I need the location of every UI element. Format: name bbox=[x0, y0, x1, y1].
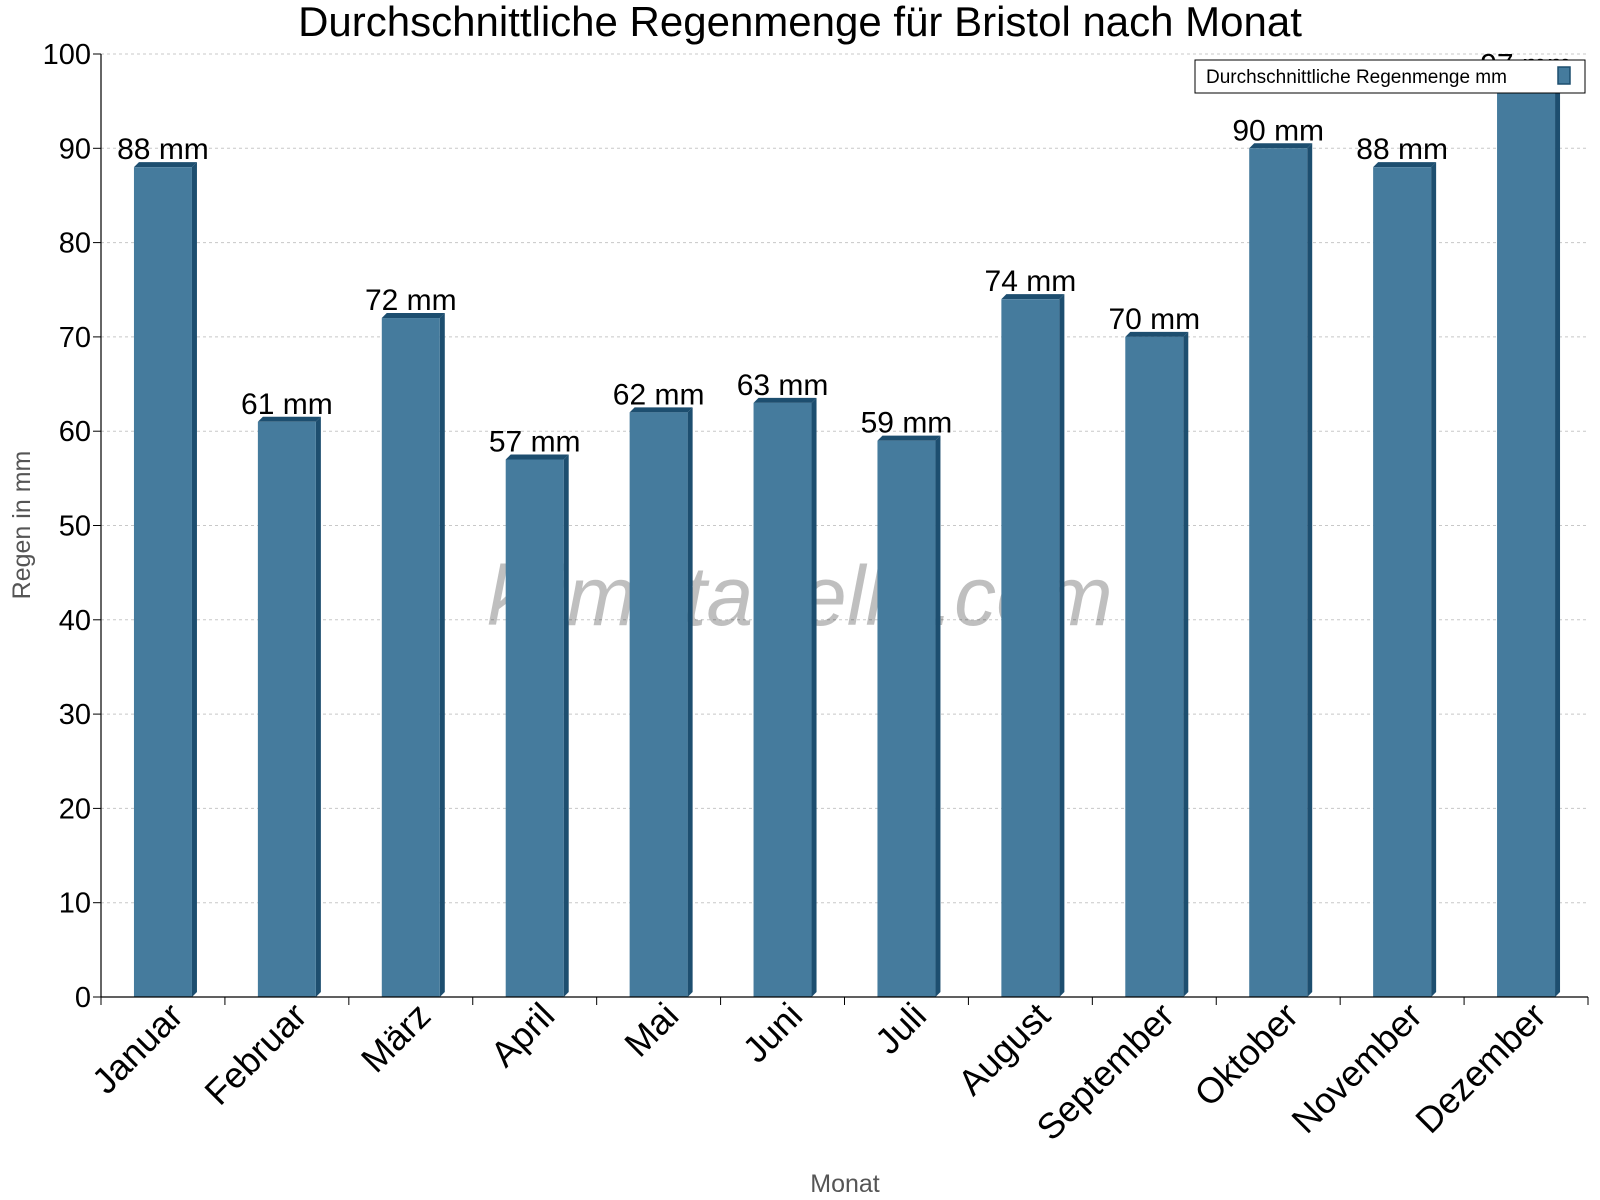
x-tick-label: Mai bbox=[616, 995, 686, 1065]
bar-februar bbox=[257, 416, 321, 997]
bar-side bbox=[1307, 143, 1313, 998]
bar-juni bbox=[753, 397, 817, 997]
data-label: 62 mm bbox=[613, 378, 705, 411]
y-tick-label: 30 bbox=[59, 699, 91, 731]
bar-face bbox=[1001, 299, 1060, 997]
bar-dezember bbox=[1497, 77, 1561, 998]
chart-title: Durchschnittliche Regenmenge für Bristol… bbox=[298, 0, 1302, 45]
axes bbox=[93, 53, 1589, 1005]
bar-side bbox=[935, 435, 941, 997]
bar-juli bbox=[877, 435, 941, 997]
bar-side bbox=[563, 454, 569, 997]
bar-side bbox=[687, 407, 693, 998]
legend-entry-label: Durchschnittliche Regenmenge mm bbox=[1206, 67, 1507, 88]
y-axis-label: Regen in mm bbox=[8, 451, 36, 600]
bar-top bbox=[753, 397, 817, 403]
bar-oktober bbox=[1249, 143, 1313, 998]
bar-side bbox=[439, 313, 445, 997]
x-tick-label: Januar bbox=[84, 995, 191, 1102]
data-label: 59 mm bbox=[861, 407, 953, 440]
y-tick-label: 100 bbox=[43, 39, 91, 71]
data-labels: 88 mm 61 mm 72 mm 57 mm 62 mm 63 mm 59 mm 74 mm… bbox=[117, 48, 1572, 458]
x-tick-label: Juli bbox=[867, 995, 934, 1062]
bar-face bbox=[505, 459, 564, 997]
data-label: 88 mm bbox=[1356, 133, 1448, 166]
data-label: 70 mm bbox=[1108, 303, 1200, 336]
data-label: 63 mm bbox=[737, 369, 829, 402]
y-tick-label: 0 bbox=[75, 982, 91, 1014]
bar-side bbox=[1059, 294, 1065, 997]
grid-lines bbox=[101, 53, 1588, 904]
x-tick-label: August bbox=[950, 995, 1058, 1103]
bar-side bbox=[1183, 331, 1189, 997]
bar-side bbox=[315, 416, 321, 997]
y-tick-label: 90 bbox=[59, 133, 91, 165]
x-tick-label: April bbox=[482, 995, 562, 1075]
data-label: 61 mm bbox=[241, 388, 333, 421]
y-tick-label: 80 bbox=[59, 228, 91, 260]
bar-side bbox=[1431, 162, 1437, 997]
bar-top bbox=[1249, 143, 1313, 149]
y-tick-label: 40 bbox=[59, 605, 91, 637]
data-label: 90 mm bbox=[1232, 114, 1324, 147]
bar-face bbox=[1125, 336, 1184, 997]
bar-top bbox=[381, 313, 445, 319]
bar-august bbox=[1001, 294, 1065, 997]
data-label: 88 mm bbox=[117, 133, 209, 166]
x-tick-labels: Januar Februar März April Mai Juni Juli AugustS… bbox=[84, 995, 1554, 1149]
y-tick-label: 60 bbox=[59, 416, 91, 448]
bar-side bbox=[811, 397, 817, 997]
bar-top bbox=[1125, 331, 1189, 337]
y-tick-labels: 0 10 20 30 40 50 60 70 80 90 100 bbox=[43, 39, 91, 1014]
bar-face bbox=[133, 167, 192, 997]
bar-face bbox=[257, 421, 316, 997]
bar-top bbox=[629, 407, 693, 413]
x-tick-label: Oktober bbox=[1186, 995, 1306, 1115]
data-label: 57 mm bbox=[489, 425, 581, 458]
x-tick-label: Juni bbox=[735, 995, 811, 1071]
legend-box bbox=[1194, 59, 1586, 94]
y-tick-label: 10 bbox=[59, 888, 91, 920]
bar-face bbox=[877, 440, 936, 997]
bar-top bbox=[1373, 162, 1437, 168]
bar-top bbox=[877, 435, 941, 441]
bar-face bbox=[381, 318, 440, 997]
x-tick-label: Februar bbox=[196, 995, 314, 1113]
bar-side bbox=[191, 162, 197, 997]
bar-april bbox=[505, 454, 569, 997]
bar-mai bbox=[629, 407, 693, 998]
data-label: 72 mm bbox=[365, 284, 457, 317]
bar-face bbox=[1249, 148, 1308, 998]
bar-top bbox=[133, 162, 197, 168]
y-tick-label: 20 bbox=[59, 793, 91, 825]
bar-series bbox=[133, 77, 1561, 998]
x-tick-label: November bbox=[1283, 995, 1429, 1141]
bar-top bbox=[257, 416, 321, 422]
x-axis-label: Monat bbox=[810, 1170, 880, 1198]
bar-face bbox=[753, 402, 812, 997]
x-tick-label: März bbox=[353, 995, 439, 1081]
legend: Durchschnittliche Regenmenge mm bbox=[1194, 59, 1586, 94]
legend-swatch bbox=[1557, 66, 1571, 85]
bar-september bbox=[1125, 331, 1189, 997]
bar-face bbox=[629, 412, 688, 998]
y-tick-label: 70 bbox=[59, 322, 91, 354]
bar-face bbox=[1497, 82, 1556, 998]
bar-november bbox=[1373, 162, 1437, 997]
x-tick-label: Dezember bbox=[1407, 995, 1553, 1141]
data-label: 74 mm bbox=[985, 265, 1077, 298]
bar-top bbox=[1001, 294, 1065, 300]
bar-top bbox=[505, 454, 569, 460]
bar-side bbox=[1555, 77, 1561, 998]
bar-märz bbox=[381, 313, 445, 997]
bar-face bbox=[1373, 167, 1432, 997]
bar-januar bbox=[133, 162, 197, 997]
y-tick-label: 50 bbox=[59, 511, 91, 543]
